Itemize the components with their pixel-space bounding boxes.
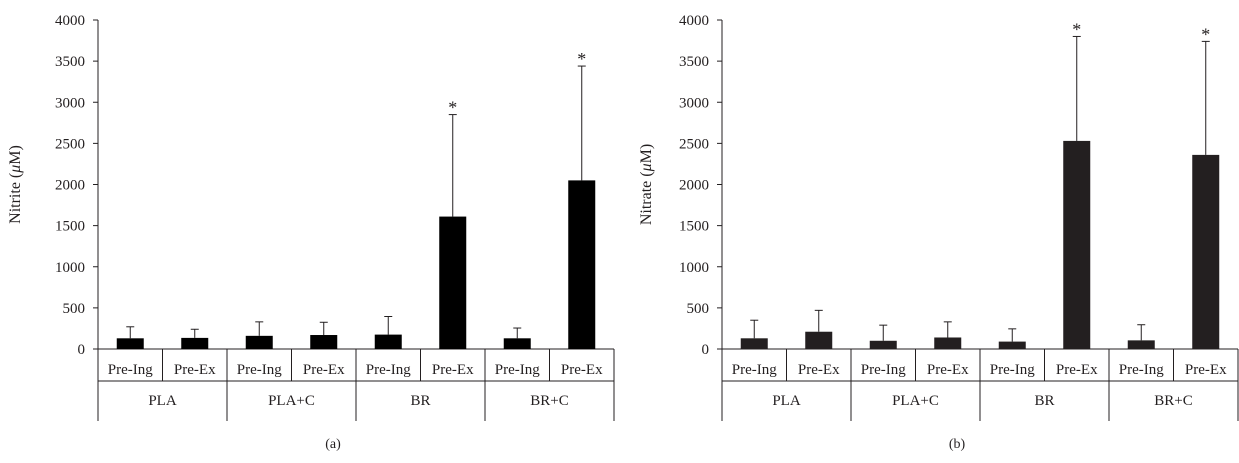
category-label: Pre-Ex bbox=[174, 362, 216, 378]
y-tick-label: 2500 bbox=[55, 136, 85, 152]
y-tick-label: 1500 bbox=[55, 219, 85, 235]
category-label: Pre-Ex bbox=[432, 362, 474, 378]
y-tick-label: 2000 bbox=[679, 178, 709, 194]
y-tick-label: 1000 bbox=[679, 260, 709, 276]
category-label: Pre-Ing bbox=[495, 362, 540, 378]
y-tick-label: 3500 bbox=[679, 54, 709, 70]
y-axis-title: Nitrate (μM) bbox=[638, 144, 655, 225]
y-axis-title: Nitrite (μM) bbox=[7, 145, 24, 224]
bar bbox=[310, 335, 338, 349]
bar bbox=[116, 338, 144, 349]
y-tick-label: 4000 bbox=[55, 13, 85, 29]
bar bbox=[568, 180, 596, 349]
category-label: Pre-Ex bbox=[927, 362, 969, 378]
bar bbox=[1063, 140, 1091, 349]
category-label: Pre-Ing bbox=[366, 362, 411, 378]
panel-label: (b) bbox=[949, 437, 966, 452]
significance-marker: * bbox=[1072, 19, 1081, 39]
category-label: Pre-Ex bbox=[1185, 362, 1227, 378]
y-tick-label: 1000 bbox=[55, 260, 85, 276]
bar bbox=[503, 338, 531, 349]
group-label: PLA+C bbox=[892, 393, 939, 409]
group-label: PLA+C bbox=[268, 393, 315, 409]
group-label: BR+C bbox=[1154, 393, 1192, 409]
bar bbox=[869, 340, 897, 349]
bar bbox=[245, 335, 273, 349]
bar bbox=[934, 337, 962, 349]
category-label: Pre-Ex bbox=[303, 362, 345, 378]
y-tick-label: 1500 bbox=[679, 219, 709, 235]
group-label: PLA bbox=[148, 393, 177, 409]
panel-label: (a) bbox=[325, 437, 341, 452]
significance-marker: * bbox=[1201, 24, 1210, 44]
y-tick-label: 0 bbox=[78, 342, 86, 358]
chart-panel-a: 0 500 1000 1500 2000 2500 3000 3500 4000 Nitrite … bbox=[7, 13, 615, 452]
bar bbox=[1192, 154, 1220, 349]
category-label: Pre-Ex bbox=[561, 362, 603, 378]
significance-marker: * bbox=[448, 98, 457, 118]
category-label: Pre-Ing bbox=[108, 362, 153, 378]
y-tick-label: 4000 bbox=[679, 13, 709, 29]
y-tick-label: 500 bbox=[687, 301, 710, 317]
chart-panel-b: 0 500 1000 1500 2000 2500 3000 3500 4000 Nitrate … bbox=[638, 13, 1239, 452]
y-tick-label: 0 bbox=[702, 342, 710, 358]
category-label: Pre-Ing bbox=[990, 362, 1035, 378]
y-tick-label: 2000 bbox=[55, 178, 85, 194]
group-label: BR bbox=[410, 393, 430, 409]
bar bbox=[805, 331, 833, 349]
y-tick-label: 500 bbox=[63, 301, 86, 317]
bar bbox=[439, 216, 467, 349]
category-label: Pre-Ing bbox=[1119, 362, 1164, 378]
bar bbox=[1127, 340, 1155, 349]
category-label: Pre-Ex bbox=[798, 362, 840, 378]
y-tick-label: 3000 bbox=[679, 95, 709, 111]
bar bbox=[181, 337, 209, 349]
bar bbox=[374, 334, 402, 349]
group-label: PLA bbox=[772, 393, 801, 409]
category-label: Pre-Ex bbox=[1056, 362, 1098, 378]
category-label: Pre-Ing bbox=[861, 362, 906, 378]
group-label: BR bbox=[1034, 393, 1054, 409]
bar bbox=[740, 338, 768, 349]
group-label: BR+C bbox=[530, 393, 568, 409]
y-tick-label: 2500 bbox=[679, 136, 709, 152]
significance-marker: * bbox=[577, 49, 586, 69]
bar bbox=[998, 341, 1026, 349]
y-tick-label: 3500 bbox=[55, 54, 85, 70]
category-label: Pre-Ing bbox=[237, 362, 282, 378]
y-tick-label: 3000 bbox=[55, 95, 85, 111]
category-label: Pre-Ing bbox=[732, 362, 777, 378]
